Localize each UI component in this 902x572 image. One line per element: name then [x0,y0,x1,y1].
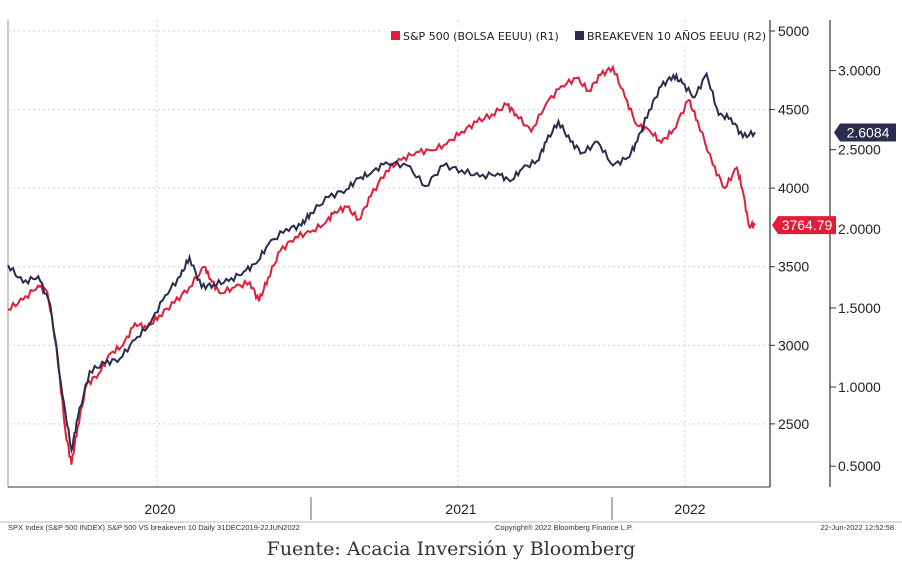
y2-ticks: 3.0000 2.5000 2.0000 1.5000 1.0000 0.5000 [830,63,881,474]
legend-swatch-sp500 [391,31,400,40]
x-label-2022: 2022 [674,501,705,517]
series-line-sp500 [7,64,756,465]
y2-tick-label: 1.0000 [838,379,881,395]
last-value-tag-breakeven [834,123,896,142]
y2-tick-label: 1.5000 [838,300,881,316]
y1-tick-label: 4000 [778,180,809,196]
y1-ticks: 5000 4500 4000 3500 3000 2500 [770,23,809,432]
y1-tick-label: 4500 [778,102,809,118]
legend-swatch-breakeven [575,31,584,40]
source-caption: Fuente: Acacia Inversión y Bloomberg [266,538,636,560]
chart: 5000 4500 4000 3500 3000 2500 3.0000 2.5000 2.0… [0,20,902,532]
legend-box [382,26,766,46]
footer-timestamp: 22-Jun-2022 12:52:58 [821,523,894,532]
y2-tick-label: 3.0000 [838,63,881,79]
legend-label-sp500: S&P 500 (BOLSA EEUU) (R1) [403,30,559,43]
footer-left: SPX Index (S&P 500 INDEX) S&P 500 VS bre… [8,523,300,532]
x-label-2021: 2021 [445,501,476,517]
last-value-sp500: 3764.79 [782,217,833,233]
series-line-breakeven [7,71,756,455]
y1-tick-label: 2500 [778,416,809,432]
last-value-tag-sp500 [772,216,836,235]
y1-tick-label: 3500 [778,259,809,275]
y2-tick-label: 2.5000 [838,142,881,158]
gridlines [8,20,770,487]
legend-label-breakeven: BREAKEVEN 10 AÑOS EEUU (R2) [587,30,766,43]
footer-copyright: Copyright® 2022 Bloomberg Finance L.P. [495,523,633,532]
y2-tick-label: 2.0000 [838,221,881,237]
x-label-2020: 2020 [144,501,175,517]
last-value-breakeven: 2.6084 [847,125,890,141]
y1-tick-label: 5000 [778,23,809,39]
y2-tick-label: 0.5000 [838,458,881,474]
y1-tick-label: 3000 [778,337,809,353]
